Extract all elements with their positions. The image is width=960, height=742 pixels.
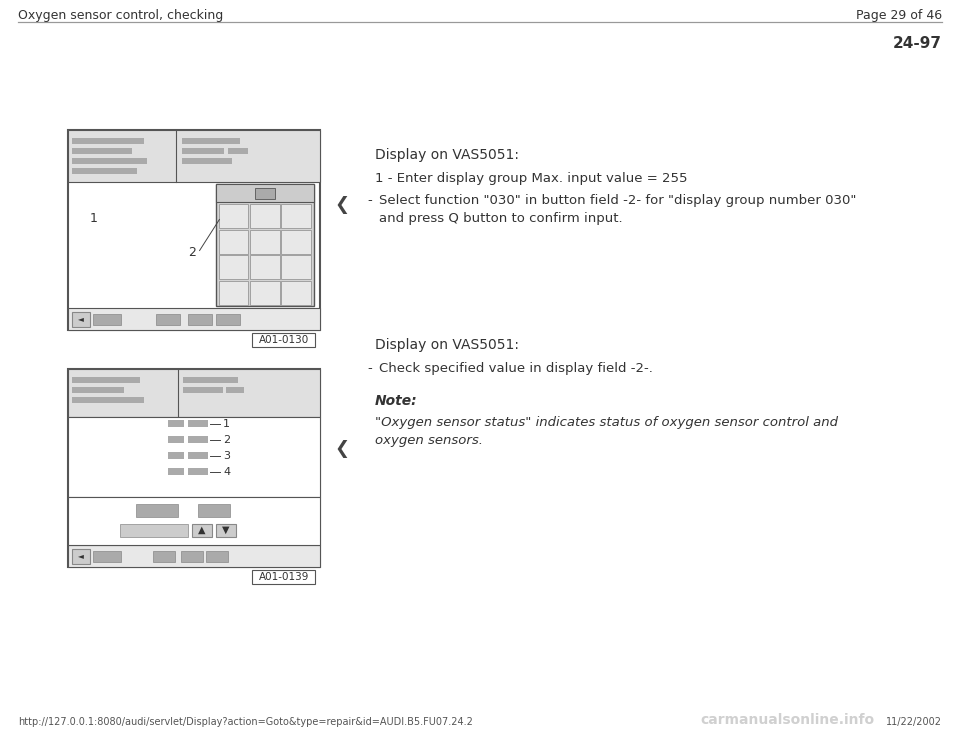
- Bar: [168, 452, 184, 459]
- Bar: [250, 229, 279, 254]
- Text: ▼: ▼: [223, 525, 229, 535]
- Text: Select function "030" in button field -2- for "display group number 030"
and pre: Select function "030" in button field -2…: [379, 194, 856, 225]
- Bar: [72, 158, 147, 164]
- Bar: [226, 387, 244, 393]
- Bar: [182, 148, 224, 154]
- Text: 11/22/2002: 11/22/2002: [886, 717, 942, 727]
- Text: Display on VAS5051:: Display on VAS5051:: [375, 148, 519, 162]
- Text: Oxygen sensor control, checking: Oxygen sensor control, checking: [18, 9, 224, 22]
- Bar: [181, 551, 203, 562]
- Bar: [168, 420, 184, 427]
- Bar: [168, 436, 184, 443]
- Text: Display on VAS5051:: Display on VAS5051:: [375, 338, 519, 352]
- Bar: [188, 468, 208, 475]
- Bar: [281, 204, 311, 228]
- Bar: [255, 188, 275, 199]
- Bar: [198, 504, 230, 517]
- Bar: [216, 184, 314, 306]
- Bar: [68, 308, 320, 330]
- Text: -: -: [367, 362, 372, 375]
- Text: ◄: ◄: [78, 315, 84, 324]
- Bar: [188, 314, 212, 325]
- Bar: [182, 158, 232, 164]
- Bar: [72, 138, 144, 144]
- Text: 4: 4: [223, 467, 230, 477]
- Bar: [72, 312, 90, 327]
- Bar: [93, 314, 121, 325]
- Bar: [250, 255, 279, 279]
- Text: Page 29 of 46: Page 29 of 46: [856, 9, 942, 22]
- Text: 1: 1: [90, 212, 98, 225]
- Bar: [216, 184, 314, 202]
- Bar: [72, 148, 132, 154]
- Bar: [228, 148, 248, 154]
- Text: ❮: ❮: [334, 440, 349, 458]
- Bar: [206, 551, 228, 562]
- Text: 1 - Enter display group Max. input value = 255: 1 - Enter display group Max. input value…: [375, 172, 687, 185]
- Bar: [219, 229, 249, 254]
- Bar: [182, 138, 240, 144]
- Bar: [68, 369, 320, 417]
- Bar: [219, 280, 249, 304]
- Bar: [72, 377, 140, 383]
- Text: 3: 3: [223, 451, 230, 462]
- Bar: [250, 280, 279, 304]
- Bar: [188, 420, 208, 427]
- Text: ❮: ❮: [334, 196, 349, 214]
- Text: ▲: ▲: [199, 525, 205, 535]
- Bar: [120, 524, 188, 537]
- Text: A01-0130: A01-0130: [259, 335, 309, 345]
- Bar: [93, 551, 121, 562]
- Bar: [68, 545, 320, 567]
- Bar: [72, 397, 144, 403]
- Bar: [250, 204, 279, 228]
- Text: http://127.0.0.1:8080/audi/servlet/Display?action=Goto&type=repair&id=AUDI.B5.FU: http://127.0.0.1:8080/audi/servlet/Displ…: [18, 717, 473, 727]
- Text: 2: 2: [223, 436, 230, 445]
- Bar: [216, 524, 236, 537]
- Bar: [183, 377, 238, 383]
- Bar: [183, 387, 223, 393]
- Text: "Oxygen sensor status" indicates status of oxygen sensor control and
oxygen sens: "Oxygen sensor status" indicates status …: [375, 416, 838, 447]
- Bar: [72, 168, 137, 174]
- Bar: [72, 387, 124, 393]
- Bar: [252, 570, 315, 584]
- Bar: [192, 524, 212, 537]
- Text: Note:: Note:: [375, 394, 418, 408]
- Bar: [68, 130, 320, 182]
- Bar: [136, 504, 178, 517]
- Text: A01-0139: A01-0139: [259, 572, 309, 582]
- Bar: [219, 255, 249, 279]
- Bar: [68, 130, 320, 330]
- Bar: [68, 369, 320, 567]
- Bar: [153, 551, 175, 562]
- Bar: [168, 468, 184, 475]
- Text: carmanualsonline.info: carmanualsonline.info: [700, 713, 875, 727]
- Bar: [68, 417, 320, 497]
- Bar: [281, 280, 311, 304]
- Bar: [188, 436, 208, 443]
- Bar: [68, 497, 320, 545]
- Bar: [252, 333, 315, 347]
- Bar: [216, 314, 240, 325]
- Text: -: -: [367, 194, 372, 207]
- Text: Check specified value in display field -2-.: Check specified value in display field -…: [379, 362, 653, 375]
- Bar: [72, 549, 90, 564]
- Text: 2: 2: [188, 246, 196, 260]
- Bar: [156, 314, 180, 325]
- Bar: [281, 229, 311, 254]
- Bar: [219, 204, 249, 228]
- Text: ◄: ◄: [78, 551, 84, 560]
- Text: 1: 1: [223, 419, 230, 429]
- Bar: [281, 255, 311, 279]
- Bar: [188, 452, 208, 459]
- Text: 24-97: 24-97: [893, 36, 942, 51]
